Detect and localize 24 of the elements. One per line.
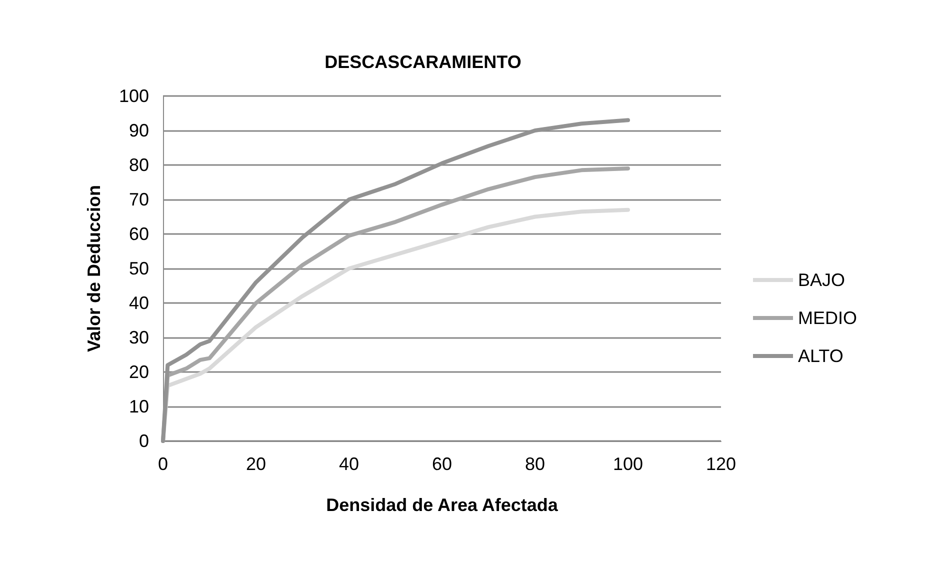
y-tick-label: 40 — [128, 293, 149, 313]
x-tick-label: 0 — [158, 454, 168, 474]
x-tick-label: 80 — [524, 454, 546, 474]
y-tick-label: 10 — [128, 396, 149, 416]
y-axis-title: Valor de Deduccion — [84, 184, 104, 352]
x-tick-label: 60 — [432, 454, 452, 474]
x-tick-label: 120 — [706, 454, 736, 474]
y-tick-label: 60 — [128, 224, 149, 244]
chart-title: DESCASCARAMIENTO — [324, 52, 522, 72]
x-tick-label: 100 — [612, 454, 644, 474]
y-tick-label: 20 — [128, 362, 149, 382]
y-tick-label: 0 — [138, 431, 149, 451]
legend-label: BAJO — [798, 270, 846, 290]
legend-label: MEDIO — [798, 308, 858, 328]
legend-label: ALTO — [798, 346, 844, 366]
y-tick-label: 70 — [128, 190, 149, 210]
x-tick-label: 20 — [246, 454, 266, 474]
y-tick-label: 50 — [128, 258, 149, 278]
y-tick-label: 30 — [128, 328, 149, 348]
y-tick-label: 100 — [118, 86, 149, 106]
x-tick-label: 40 — [338, 454, 360, 474]
y-tick-label: 90 — [128, 120, 149, 140]
y-tick-label: 80 — [128, 155, 149, 175]
x-axis-title: Densidad de Area Afectada — [326, 495, 559, 515]
